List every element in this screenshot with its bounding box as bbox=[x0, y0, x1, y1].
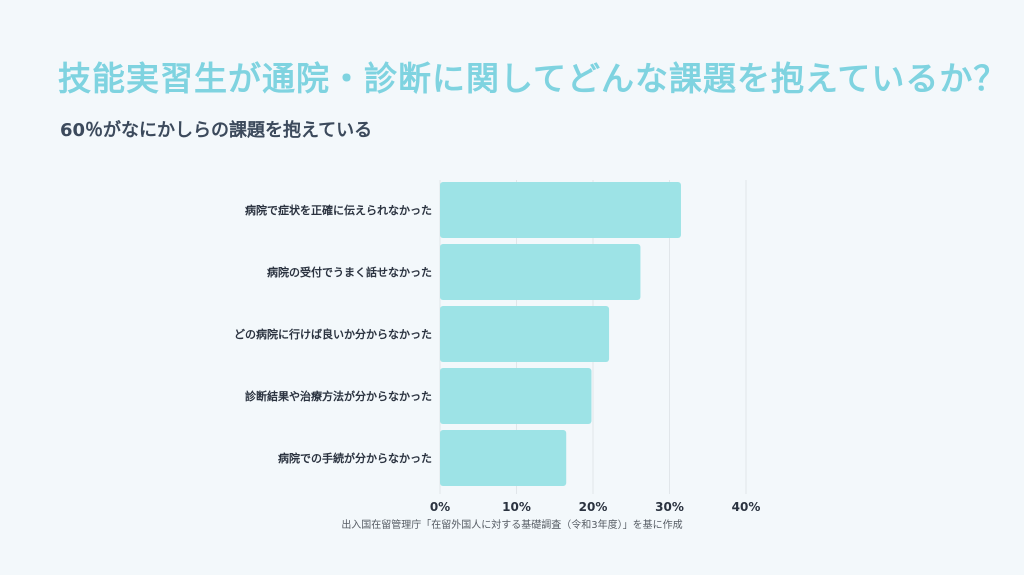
bar bbox=[440, 182, 681, 238]
chart-subtitle: 60％がなにかしらの課題を抱えている bbox=[60, 120, 373, 141]
category-label: 病院で症状を正確に伝えられなかった bbox=[245, 203, 432, 217]
x-tick-label: 10% bbox=[502, 500, 531, 514]
source-note: 出入国在留管理庁「在留外国人に対する基礎調査（令和3年度）」を基に作成 bbox=[341, 520, 683, 531]
bar bbox=[440, 306, 610, 362]
bar bbox=[440, 430, 567, 486]
x-tick-label: 30% bbox=[655, 500, 684, 514]
bar bbox=[440, 244, 641, 300]
chart-title: 技能実習生が通院・診断に関してどんな課題を抱えているか？ bbox=[58, 59, 1008, 98]
x-tick-label: 40% bbox=[732, 500, 761, 514]
x-tick-label: 20% bbox=[579, 500, 608, 514]
x-tick-label: 0% bbox=[430, 500, 450, 514]
category-label: 病院での手続が分からなかった bbox=[278, 451, 432, 465]
category-label: 診断結果や治療方法が分からなかった bbox=[245, 389, 432, 403]
category-label: 病院の受付でうまく話せなかった bbox=[267, 265, 432, 279]
category-label: どの病院に行けば良いか分からなかった bbox=[234, 327, 432, 341]
bar bbox=[440, 368, 592, 424]
